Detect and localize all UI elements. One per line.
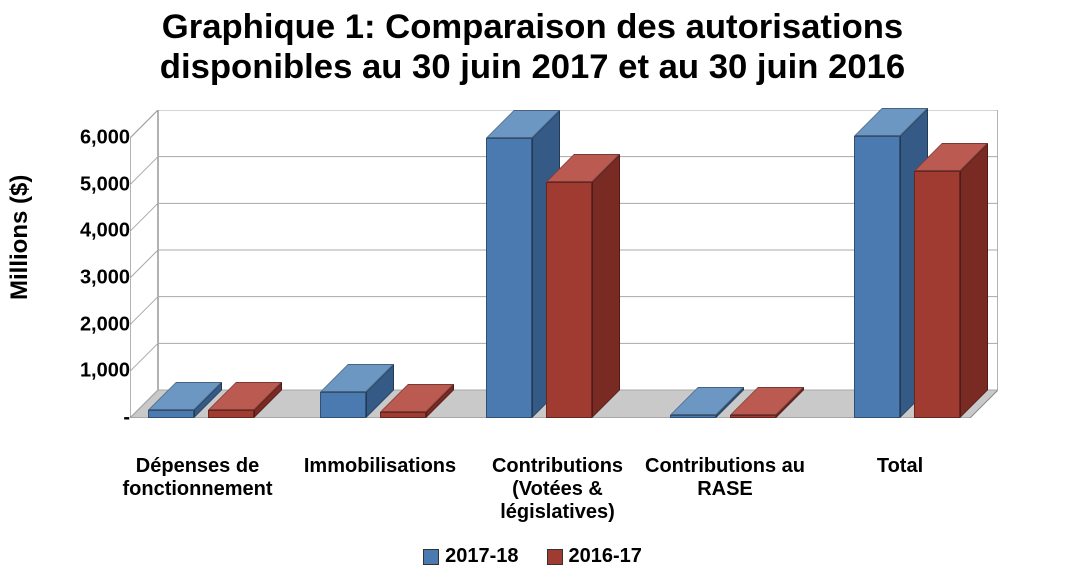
y-axis: -1,0002,0003,0004,0005,0006,000 xyxy=(60,110,130,418)
bar xyxy=(208,382,282,418)
y-tick-label: 2,000 xyxy=(80,313,130,336)
legend-label: 2016-17 xyxy=(569,545,642,568)
y-tick-label: - xyxy=(123,407,130,430)
y-tick-label: 1,000 xyxy=(80,360,130,383)
y-tick-label: 4,000 xyxy=(80,220,130,243)
y-tick-label: 5,000 xyxy=(80,173,130,196)
chart-title-line-2: disponibles au 30 juin 2017 et au 30 jui… xyxy=(160,48,905,86)
chart-title: Graphique 1: Comparaison des autorisatio… xyxy=(0,0,1065,88)
x-tick-label: Contributions auRASE xyxy=(630,455,820,501)
y-tick-label: 6,000 xyxy=(80,127,130,150)
y-tick-label: 3,000 xyxy=(80,267,130,290)
legend-item: 2016-17 xyxy=(547,545,642,568)
x-tick-label: Immobilisations xyxy=(300,455,460,478)
x-tick-label: Total xyxy=(840,455,960,478)
x-tick-label: Dépenses defonctionnement xyxy=(110,455,285,501)
chart-title-line-1: Graphique 1: Comparaison des autorisatio… xyxy=(162,8,903,46)
x-tick-label: Contributions(Votées &législatives) xyxy=(470,455,645,524)
plot-area xyxy=(130,110,998,418)
legend-swatch xyxy=(423,549,439,565)
bar xyxy=(546,154,620,418)
legend-swatch xyxy=(547,549,563,565)
legend-item: 2017-18 xyxy=(423,545,518,568)
y-axis-label: Millions ($) xyxy=(6,175,34,300)
bar xyxy=(914,143,988,418)
bar xyxy=(380,384,454,418)
legend: 2017-18 2016-17 xyxy=(0,545,1065,571)
x-axis-labels: Dépenses defonctionnementImmobilisations… xyxy=(130,455,1030,535)
chart-container: Graphique 1: Comparaison des autorisatio… xyxy=(0,0,1065,577)
legend-label: 2017-18 xyxy=(445,545,518,568)
bar xyxy=(730,387,804,418)
